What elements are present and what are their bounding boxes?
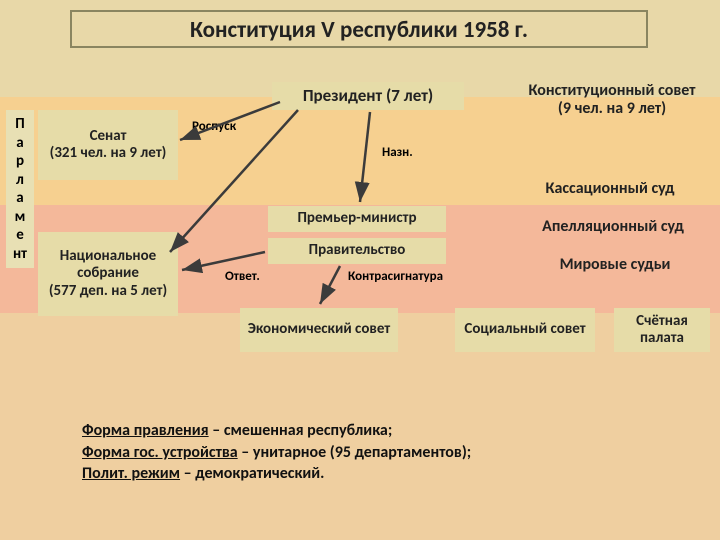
note3-text: – демократический.: [180, 464, 324, 483]
note2-term: Форма гос. устройства: [82, 443, 238, 462]
note1-text: – смешенная республика;: [209, 421, 393, 440]
note1-term: Форма правления: [82, 421, 209, 440]
notes-block: Форма правления – смешенная республика; …: [82, 420, 471, 485]
note3-term: Полит. режим: [82, 464, 180, 483]
note2-text: – унитарное (95 департаментов);: [238, 443, 472, 462]
